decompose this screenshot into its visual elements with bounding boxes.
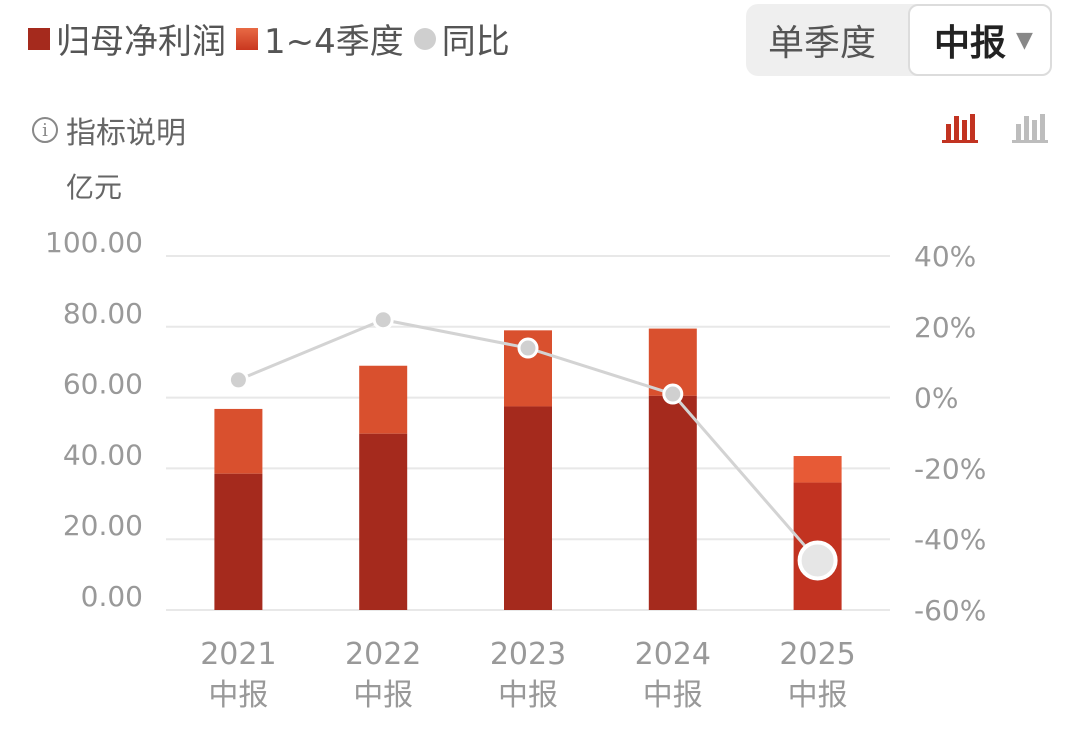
bar-segment-q1-4[interactable] bbox=[214, 408, 263, 474]
x-axis: 2021 中报 2022 中报 2023 中报 2024 中报 2025 中报 bbox=[200, 637, 856, 713]
right-tick-label: 20% bbox=[914, 311, 976, 344]
indicator-info[interactable]: i 指标说明 bbox=[32, 108, 186, 152]
bar-segment-q1-4[interactable] bbox=[359, 365, 408, 434]
yoy-point[interactable] bbox=[372, 309, 394, 331]
left-tick-label: 80.00 bbox=[63, 297, 143, 330]
legend-swatch-net-profit bbox=[28, 27, 50, 50]
left-tick-label: 40.00 bbox=[63, 438, 143, 471]
yoy-line bbox=[227, 309, 838, 581]
period-dropdown[interactable]: 中报 ▼ bbox=[908, 4, 1052, 76]
yoy-point[interactable] bbox=[517, 337, 539, 359]
left-axis: 0.00 20.00 40.00 60.00 80.00 100.00 bbox=[45, 226, 143, 613]
bars bbox=[214, 328, 842, 610]
legend-swatch-yoy bbox=[413, 27, 436, 50]
legend-item-yoy[interactable]: 同比 bbox=[413, 14, 510, 63]
x-tick-year: 2022 bbox=[345, 637, 421, 672]
x-tick-year: 2021 bbox=[200, 637, 276, 672]
bar-chart-colored-icon[interactable] bbox=[940, 110, 980, 148]
bar-segment-q1-4[interactable] bbox=[793, 456, 842, 483]
x-tick-year: 2025 bbox=[779, 637, 855, 672]
x-tick-period: 中报 bbox=[208, 678, 268, 713]
legend-item-q1-4[interactable]: 1~4季度 bbox=[236, 14, 404, 63]
legend-item-net-profit[interactable]: 归母净利润 bbox=[28, 14, 226, 63]
yoy-point[interactable] bbox=[797, 540, 838, 581]
left-tick-label: 100.00 bbox=[45, 226, 143, 259]
yoy-point[interactable] bbox=[662, 383, 684, 405]
bar-segment-net-profit[interactable] bbox=[504, 406, 552, 610]
legend-swatch-q1-4 bbox=[236, 27, 258, 50]
bar-segment-net-profit[interactable] bbox=[359, 433, 408, 610]
period-toggle: 单季度 中报 ▼ bbox=[746, 4, 1052, 76]
y-axis-unit-label: 亿元 bbox=[66, 171, 122, 204]
x-tick-period: 中报 bbox=[788, 678, 848, 713]
bar-chart-gray-icon[interactable] bbox=[1010, 110, 1050, 148]
period-selected-value: 中报 bbox=[934, 23, 1007, 64]
right-tick-label: 40% bbox=[914, 240, 976, 273]
right-axis: -60% -40% -20% 0% 20% 40% bbox=[914, 240, 986, 627]
right-tick-label: -40% bbox=[914, 523, 986, 556]
indicator-info-label: 指标说明 bbox=[66, 116, 186, 151]
x-tick-year: 2023 bbox=[490, 637, 566, 672]
x-tick-period: 中报 bbox=[353, 678, 413, 713]
right-tick-label: 0% bbox=[914, 382, 958, 415]
x-tick-period: 中报 bbox=[498, 678, 558, 713]
bar-segment-net-profit[interactable] bbox=[648, 395, 697, 610]
yoy-point[interactable] bbox=[227, 369, 249, 391]
legend-label-net-profit: 归母净利润 bbox=[56, 22, 226, 62]
chevron-down-icon: ▼ bbox=[1016, 27, 1033, 53]
left-tick-label: 60.00 bbox=[63, 368, 143, 401]
info-icon: i bbox=[32, 117, 58, 143]
option-quarterly[interactable]: 单季度 bbox=[768, 23, 877, 64]
bar-segment-net-profit[interactable] bbox=[214, 473, 263, 610]
x-tick-period: 中报 bbox=[643, 678, 703, 713]
left-tick-label: 20.00 bbox=[63, 509, 143, 542]
x-tick-year: 2024 bbox=[635, 637, 711, 672]
right-tick-label: -20% bbox=[914, 452, 986, 485]
left-tick-label: 0.00 bbox=[81, 580, 143, 613]
legend-label-yoy: 同比 bbox=[441, 22, 510, 62]
right-tick-label: -60% bbox=[914, 594, 986, 627]
chart-legend: 归母净利润 1~4季度 同比 bbox=[28, 14, 520, 63]
legend-label-q1-4: 1~4季度 bbox=[264, 22, 404, 62]
